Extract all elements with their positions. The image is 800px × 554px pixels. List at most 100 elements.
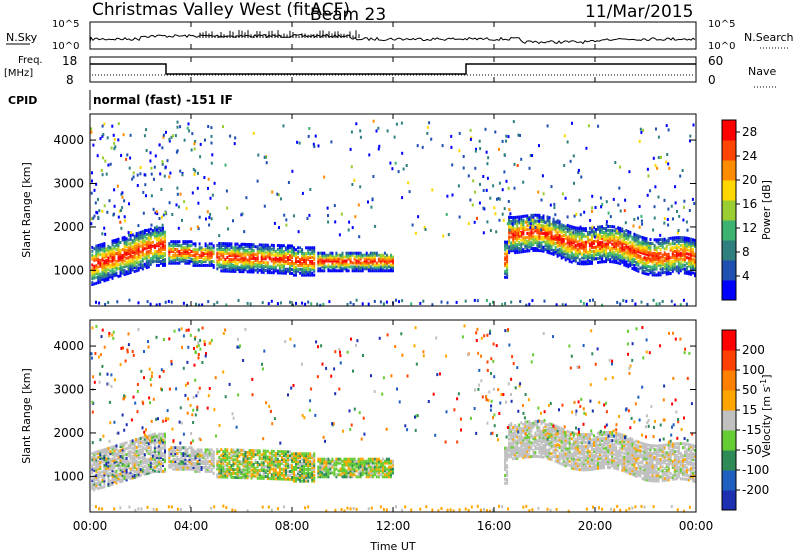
echo-cell	[127, 464, 130, 468]
echo-cell	[242, 472, 245, 476]
echo-cell	[652, 228, 655, 232]
echo-cell	[266, 469, 269, 473]
echo-cell	[635, 249, 638, 253]
echo-cell	[422, 299, 425, 303]
echo-cell	[295, 269, 297, 273]
echo-cell	[155, 250, 158, 254]
echo-cell	[392, 267, 394, 271]
echo-cell	[162, 258, 164, 261]
echo-cell	[254, 268, 257, 272]
echo-cell	[159, 464, 162, 467]
echo-cell	[544, 244, 547, 248]
echo-cell	[161, 215, 163, 219]
echo-cell	[683, 205, 685, 209]
echo-cell	[194, 258, 197, 261]
echo-cell	[111, 471, 114, 474]
echo-cell	[230, 244, 233, 248]
echo-cell	[230, 269, 233, 273]
echo-cell	[624, 221, 627, 225]
echo-cell	[353, 267, 356, 271]
echo-cell	[307, 271, 310, 275]
echo-cell	[162, 446, 164, 450]
echo-cell	[101, 124, 104, 128]
echo-cell	[143, 461, 146, 464]
echo-cell	[534, 239, 537, 243]
echo-cell	[319, 255, 322, 259]
echo-cell	[240, 470, 243, 474]
echo-cell	[392, 265, 394, 269]
echo-cell	[250, 456, 253, 460]
echo-cell	[119, 460, 122, 464]
echo-cell	[161, 146, 164, 150]
echo-cell	[504, 262, 507, 266]
echo-cell	[149, 433, 152, 437]
echo-cell	[645, 241, 648, 245]
echo-cell	[514, 251, 517, 255]
echo-cell	[230, 250, 233, 254]
echo-cell	[687, 260, 690, 264]
echo-cell	[661, 243, 664, 247]
echo-cell	[178, 240, 181, 244]
echo-cell	[635, 261, 638, 264]
echo-cell	[506, 262, 509, 266]
echo-cell	[111, 270, 114, 274]
echo-cell	[317, 259, 320, 263]
echo-cell	[270, 461, 273, 465]
echo-cell	[518, 219, 521, 223]
echo-cell	[560, 225, 563, 229]
echo-cell	[222, 250, 225, 253]
echo-cell	[516, 243, 519, 247]
echo-cell	[639, 249, 642, 252]
echo-cell	[135, 255, 138, 259]
echo-cell	[210, 456, 213, 460]
echo-cell	[655, 302, 658, 306]
echo-cell	[560, 237, 563, 240]
echo-cell	[268, 255, 271, 259]
echo-cell	[190, 457, 193, 461]
echo-cell	[641, 265, 644, 269]
y-tick-label: 1000	[53, 263, 84, 277]
echo-cell	[571, 121, 573, 125]
echo-cell	[270, 475, 273, 479]
echo-cell	[154, 211, 157, 215]
echo-cell	[133, 250, 136, 254]
echo-cell	[162, 438, 164, 442]
echo-cell	[685, 236, 688, 240]
echo-cell	[658, 302, 661, 306]
echo-cell	[170, 250, 173, 253]
echo-cell	[293, 263, 295, 267]
echo-cell	[347, 265, 350, 269]
echo-cell	[129, 265, 132, 269]
echo-cell	[252, 474, 255, 478]
echo-cell	[100, 169, 103, 172]
echo-cell	[514, 219, 517, 223]
echo-cell	[230, 246, 233, 250]
echo-cell	[180, 452, 183, 456]
echo-cell	[683, 250, 686, 254]
echo-cell	[328, 300, 331, 304]
echo-cell	[371, 255, 374, 259]
echo-cell	[107, 264, 110, 268]
echo-cell	[457, 184, 460, 188]
echo-cell	[234, 472, 237, 475]
echo-cell	[671, 248, 674, 252]
echo-cell	[107, 482, 110, 486]
echo-cell	[683, 255, 686, 259]
echo-cell	[631, 251, 634, 255]
echo-cell	[178, 261, 181, 265]
echo-cell	[258, 470, 261, 474]
echo-cell	[123, 441, 126, 445]
echo-cell	[564, 232, 567, 236]
echo-cell	[599, 229, 601, 233]
echo-cell	[289, 300, 291, 304]
echo-cell	[93, 264, 96, 268]
echo-cell	[274, 249, 277, 253]
echo-cell	[101, 252, 104, 256]
echo-cell	[155, 252, 158, 256]
echo-cell	[238, 270, 241, 274]
echo-cell	[190, 463, 193, 467]
echo-cell	[647, 245, 650, 249]
echo-cell	[426, 131, 429, 135]
echo-cell	[597, 225, 599, 229]
echo-cell	[245, 196, 248, 200]
